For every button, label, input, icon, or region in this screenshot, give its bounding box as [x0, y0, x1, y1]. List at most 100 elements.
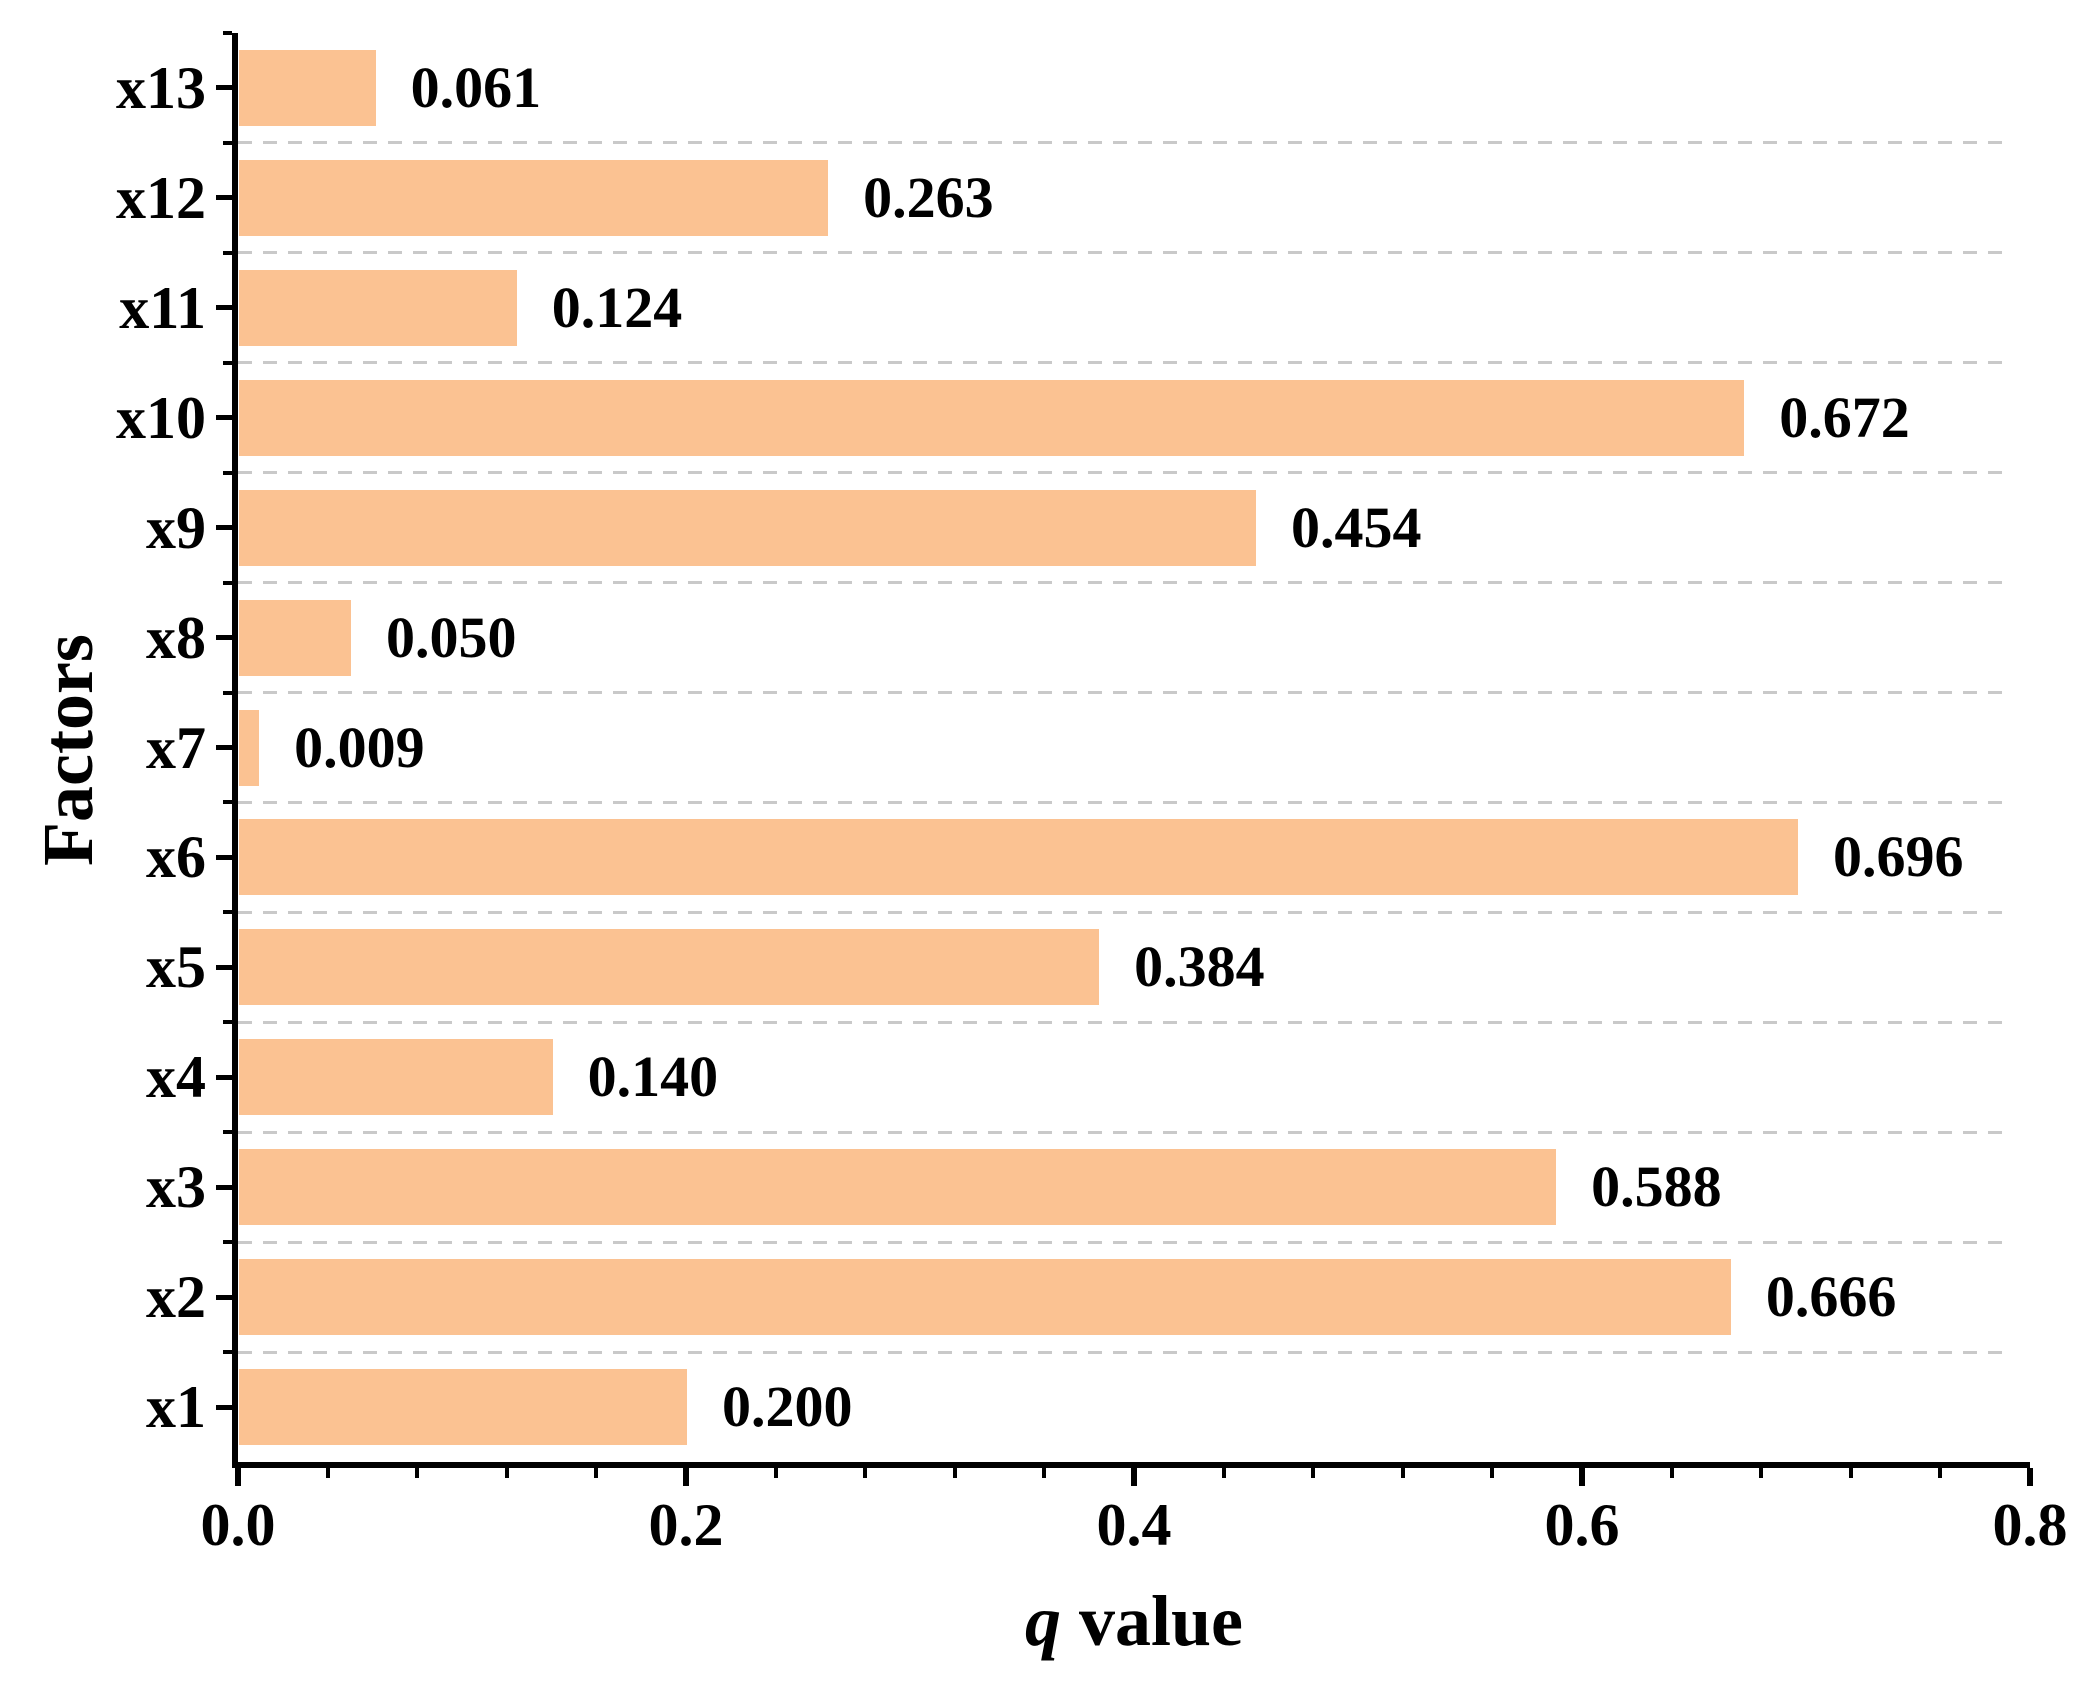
- y-major-tick-x11: [216, 305, 232, 311]
- gridline-2: [238, 251, 2010, 255]
- y-tick-label-x8: x8: [146, 604, 206, 671]
- y-major-tick-x12: [216, 195, 232, 201]
- x-minor-tick-0.44: [1221, 1468, 1226, 1478]
- x-minor-tick-0.12: [504, 1468, 509, 1478]
- y-axis-line: [232, 33, 238, 1468]
- bar-x12: [239, 159, 829, 236]
- x-minor-tick-0.28: [863, 1468, 868, 1478]
- value-label-x13: 0.061: [410, 54, 542, 120]
- y-minor-tick-11: [223, 1240, 232, 1245]
- bar-x10: [239, 379, 1745, 456]
- y-minor-tick-2: [223, 250, 232, 255]
- bar-x6: [239, 819, 1799, 896]
- y-major-tick-x3: [216, 1184, 232, 1190]
- gridline-6: [238, 691, 2010, 695]
- x-minor-tick-0.72: [1848, 1468, 1853, 1478]
- y-major-tick-x7: [216, 745, 232, 750]
- y-tick-label-x3: x3: [146, 1154, 206, 1221]
- plot-area: [238, 33, 2030, 1462]
- x-tick-label-0.0: 0.0: [200, 1492, 276, 1558]
- y-major-tick-x13: [216, 85, 232, 91]
- y-minor-tick-5: [223, 580, 232, 585]
- y-tick-label-x5: x5: [146, 934, 206, 1001]
- bar-x11: [239, 269, 517, 346]
- y-tick-label-x4: x4: [146, 1044, 206, 1111]
- bar-x9: [239, 489, 1256, 566]
- gridline-1: [238, 141, 2010, 145]
- x-minor-tick-0.76: [1938, 1468, 1943, 1478]
- x-tick-label-0.2: 0.2: [648, 1492, 724, 1558]
- value-label-x9: 0.454: [1290, 494, 1422, 560]
- value-label-x4: 0.140: [587, 1044, 719, 1110]
- x-minor-tick-0.48: [1311, 1468, 1316, 1478]
- x-major-tick-0.4: [1131, 1468, 1137, 1486]
- y-minor-tick-7: [223, 800, 232, 805]
- bar-x5: [239, 929, 1100, 1006]
- x-minor-tick-0.68: [1759, 1468, 1764, 1478]
- y-tick-label-x7: x7: [146, 714, 206, 781]
- x-major-tick-0.6: [1579, 1468, 1585, 1486]
- gridline-5: [238, 581, 2010, 585]
- y-major-tick-x8: [216, 635, 232, 641]
- bar-x4: [239, 1039, 553, 1116]
- y-minor-tick-12: [223, 1350, 232, 1355]
- gridline-7: [238, 800, 2010, 804]
- value-label-x2: 0.666: [1765, 1264, 1897, 1330]
- y-major-tick-x1: [216, 1404, 232, 1410]
- gridline-3: [238, 361, 2010, 365]
- x-axis-line: [232, 1462, 2030, 1468]
- x-minor-tick-0.56: [1490, 1468, 1495, 1478]
- y-major-tick-x10: [216, 415, 232, 421]
- value-label-x5: 0.384: [1134, 934, 1265, 1000]
- x-minor-tick-0.32: [952, 1468, 957, 1478]
- x-minor-tick-0.04: [325, 1468, 330, 1478]
- value-label-x6: 0.696: [1833, 824, 1964, 890]
- value-label-x3: 0.588: [1591, 1154, 1722, 1220]
- x-minor-tick-0.24: [773, 1468, 778, 1478]
- value-label-x8: 0.050: [386, 604, 517, 670]
- x-minor-tick-0.52: [1400, 1468, 1405, 1478]
- gridline-8: [238, 910, 2010, 914]
- y-minor-tick-8: [223, 910, 232, 915]
- y-minor-tick-3: [223, 360, 232, 365]
- y-major-tick-x5: [216, 964, 232, 970]
- x-tick-label-0.6: 0.6: [1544, 1492, 1620, 1558]
- x-minor-tick-0.08: [415, 1468, 420, 1478]
- y-minor-tick-10: [223, 1130, 232, 1135]
- y-major-tick-x6: [216, 854, 232, 860]
- y-minor-tick-0: [223, 31, 232, 35]
- bar-x8: [239, 599, 351, 676]
- x-minor-tick-0.36: [1042, 1468, 1047, 1478]
- bar-x2: [239, 1259, 1731, 1336]
- y-minor-tick-6: [223, 690, 232, 695]
- value-label-x12: 0.263: [863, 164, 994, 230]
- y-major-tick-x9: [216, 525, 232, 531]
- x-axis-title: q value: [238, 1578, 2030, 1664]
- y-tick-label-x13: x13: [116, 54, 206, 121]
- y-tick-label-x10: x10: [116, 384, 206, 451]
- y-tick-label-x6: x6: [146, 824, 206, 891]
- x-minor-tick-0.16: [594, 1468, 599, 1478]
- y-minor-tick-9: [223, 1020, 232, 1025]
- y-tick-label-x9: x9: [146, 494, 206, 561]
- gridline-10: [238, 1130, 2010, 1134]
- x-tick-label-0.8: 0.8: [1992, 1492, 2068, 1558]
- y-major-tick-x2: [216, 1294, 232, 1300]
- bar-x3: [239, 1149, 1557, 1226]
- value-label-x7: 0.009: [294, 714, 425, 780]
- y-tick-label-x11: x11: [119, 274, 206, 341]
- bar-x13: [239, 49, 376, 126]
- y-tick-label-x1: x1: [146, 1374, 206, 1441]
- x-axis-title-italic-q: q: [1024, 1581, 1061, 1661]
- x-major-tick-0.8: [2027, 1468, 2033, 1486]
- y-tick-label-x12: x12: [116, 164, 206, 231]
- value-label-x11: 0.124: [551, 274, 683, 340]
- x-minor-tick-0.64: [1669, 1468, 1674, 1478]
- gridline-11: [238, 1240, 2010, 1244]
- gridline-12: [238, 1350, 2010, 1354]
- y-minor-tick-1: [223, 140, 232, 145]
- x-tick-label-0.4: 0.4: [1096, 1492, 1172, 1558]
- x-major-tick-0.2: [683, 1468, 689, 1486]
- y-major-tick-x4: [216, 1074, 232, 1080]
